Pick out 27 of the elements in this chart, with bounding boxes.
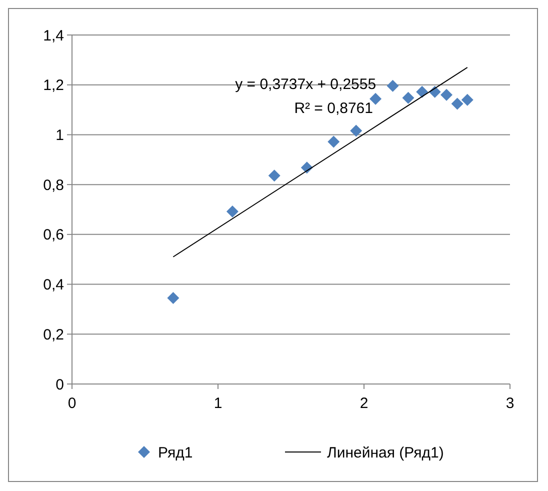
x-tick-label: 1 [214,395,222,412]
point [402,92,414,104]
y-tick-label: 1 [56,126,64,144]
x-tick-label: 0 [68,395,76,412]
y-tick-label: 0 [56,376,64,394]
y-tick-label: 0,8 [43,176,64,194]
legend-label: Ряд1 [158,444,193,462]
y-tick-label: 1,2 [43,77,64,94]
legend-label: Линейная (Ряд1) [327,444,444,462]
annotation: R² = 0,8761 [294,100,374,117]
point [268,170,280,182]
y-tick-label: 1,4 [43,27,64,44]
point [416,86,428,98]
point [451,98,464,110]
y-tick-label: 0,6 [43,226,64,244]
y-tick-label: 0,4 [43,276,64,294]
point [440,88,452,101]
x-tick-label: 2 [360,395,368,412]
point [226,205,238,218]
y-tick-label: 0,2 [43,326,64,344]
point [350,124,362,137]
point [461,94,474,106]
point [167,292,180,304]
point [386,80,399,92]
x-tick-label: 3 [506,395,514,412]
point [328,136,340,148]
annotation: y = 0,3737x + 0,2555 [235,76,376,93]
